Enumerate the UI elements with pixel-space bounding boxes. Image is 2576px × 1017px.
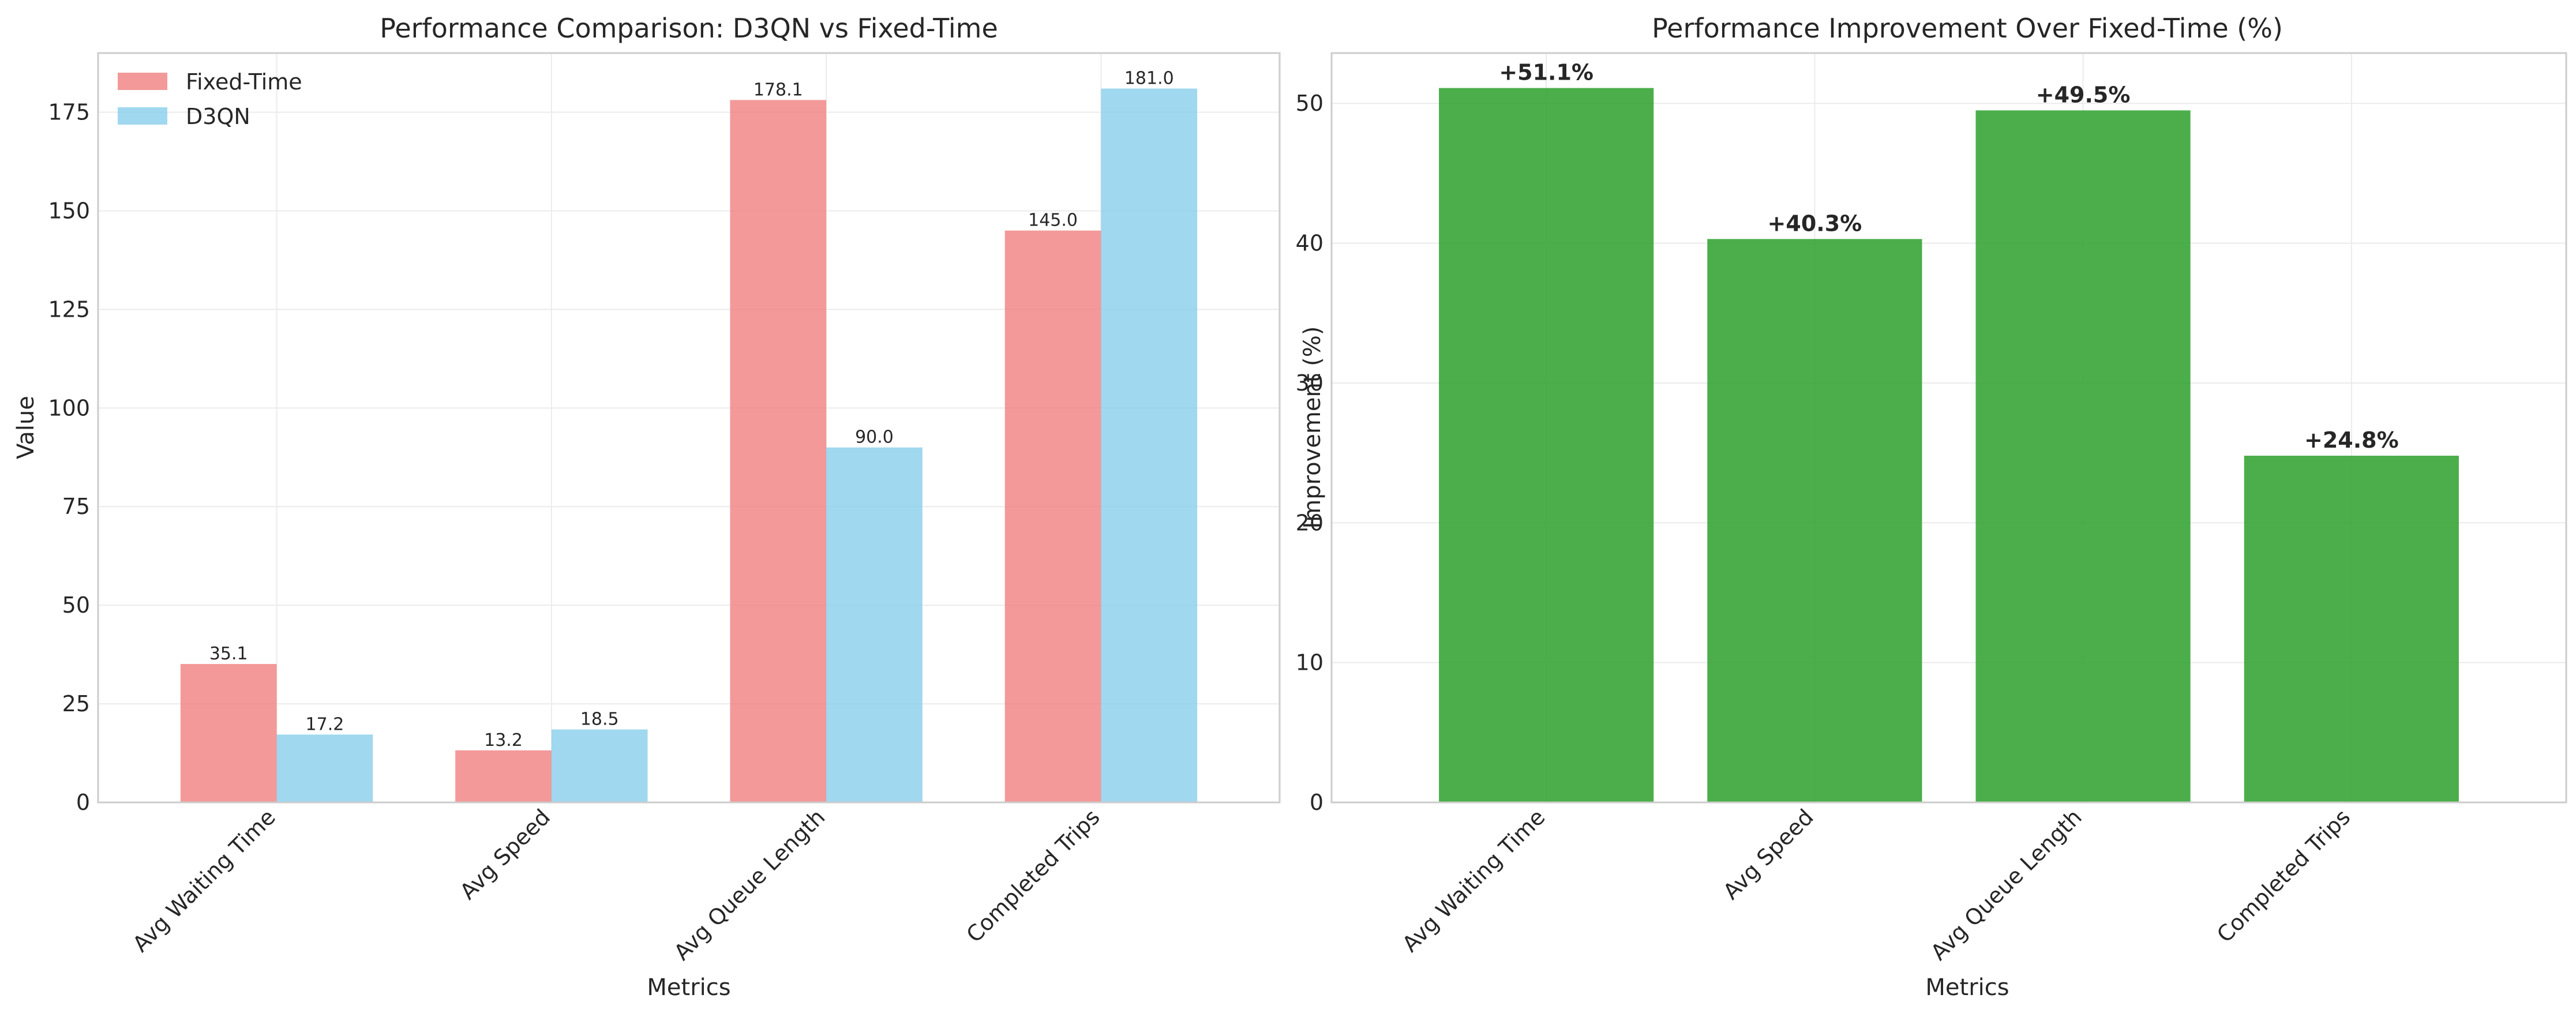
data-label-d3qn-avg-waiting-time: 17.2: [306, 714, 344, 734]
bar-improvement-completed-trips: [2244, 455, 2459, 802]
improvement-chart-title: Performance Improvement Over Fixed-Time …: [1652, 13, 2283, 44]
comparison-y-axis-label: Value: [13, 396, 39, 459]
comparison-data-labels: 35.1 17.2 13.2 18.5 178.1 90.0 145.0 181.0: [209, 69, 1174, 750]
bar-fixed-time-completed-trips: [1004, 230, 1101, 802]
improvement-y-tick-label: 30: [1296, 370, 1323, 396]
improvement-x-tick-label: Avg Waiting Time: [1397, 804, 1550, 957]
bar-d3qn-avg-speed: [551, 729, 648, 802]
comparison-x-ticks: Avg Waiting Time Avg Speed Avg Queue Lengt…: [128, 804, 1104, 965]
comparison-y-tick-label: 175: [48, 100, 90, 125]
data-label-d3qn-avg-queue-length: 90.0: [855, 427, 894, 448]
bar-fixed-time-avg-queue-length: [730, 100, 827, 803]
data-label-fixed-time-avg-waiting-time: 35.1: [209, 644, 248, 664]
improvement-y-tick-label: 40: [1296, 231, 1323, 256]
improvement-y-axis-label: Improvement (%): [1299, 326, 1326, 528]
comparison-y-tick-label: 0: [76, 790, 90, 815]
data-label-d3qn-avg-speed: 18.5: [580, 710, 619, 730]
comparison-x-tick-label: Completed Trips: [962, 804, 1105, 947]
data-label-fixed-time-avg-queue-length: 178.1: [753, 80, 803, 100]
improvement-x-tick-label: Completed Trips: [2212, 804, 2355, 947]
data-label-improvement-completed-trips: +24.8%: [2304, 427, 2399, 453]
improvement-chart: Performance Improvement Over Fixed-Time …: [1296, 13, 2567, 1001]
improvement-x-axis-label: Metrics: [1925, 974, 2009, 1001]
data-label-improvement-avg-waiting-time: +51.1%: [1499, 60, 1593, 85]
bar-improvement-avg-waiting-time: [1439, 88, 1654, 803]
comparison-x-axis-label: Metrics: [647, 974, 730, 1001]
bar-fixed-time-avg-waiting-time: [180, 664, 277, 802]
comparison-y-tick-label: 100: [48, 395, 90, 421]
improvement-data-labels: +51.1% +40.3% +49.5% +24.8%: [1499, 60, 2398, 453]
legend-label-d3qn: D3QN: [186, 104, 250, 129]
legend-swatch-fixed-time: [118, 73, 167, 90]
comparison-bars: [180, 88, 1198, 803]
comparison-y-tick-label: 50: [62, 592, 90, 618]
data-label-d3qn-completed-trips: 181.0: [1124, 69, 1174, 89]
improvement-bars: [1439, 88, 2459, 803]
bar-d3qn-avg-queue-length: [826, 447, 923, 802]
improvement-x-tick-label: Avg Queue Length: [1926, 804, 2087, 965]
improvement-y-tick-label: 20: [1296, 510, 1323, 535]
comparison-x-tick-label: Avg Waiting Time: [128, 804, 280, 957]
comparison-plot-frame: [97, 52, 1281, 804]
bar-fixed-time-avg-speed: [455, 750, 552, 802]
data-label-improvement-avg-speed: +40.3%: [1768, 211, 1862, 236]
data-label-fixed-time-completed-trips: 145.0: [1028, 211, 1078, 231]
comparison-legend: Fixed-Time D3QN: [118, 69, 302, 129]
comparison-y-tick-label: 150: [48, 198, 90, 223]
comparison-y-tick-label: 75: [62, 494, 90, 519]
improvement-y-tick-label: 0: [1310, 790, 1323, 815]
comparison-chart-title: Performance Comparison: D3QN vs Fixed-Ti…: [380, 13, 998, 44]
data-label-fixed-time-avg-speed: 13.2: [484, 730, 523, 750]
comparison-chart: Performance Comparison: D3QN vs Fixed-Ti…: [13, 13, 1281, 1001]
bar-d3qn-avg-waiting-time: [276, 734, 373, 802]
improvement-plot-frame: [1330, 52, 2567, 804]
improvement-y-tick-label: 10: [1296, 650, 1323, 676]
improvement-x-ticks: Avg Waiting Time Avg Speed Avg Queue Lengt…: [1397, 804, 2355, 965]
bar-improvement-avg-queue-length: [1975, 110, 2191, 803]
improvement-y-ticks: 0 10 20 30 40 50: [1296, 91, 1323, 815]
legend-swatch-d3qn: [118, 107, 167, 125]
comparison-x-tick-label: Avg Queue Length: [669, 804, 830, 965]
legend-label-fixed-time: Fixed-Time: [186, 69, 302, 95]
improvement-x-tick-label: Avg Speed: [1718, 804, 1818, 905]
bar-d3qn-completed-trips: [1101, 88, 1198, 802]
comparison-x-tick-label: Avg Speed: [455, 804, 556, 905]
improvement-y-tick-label: 50: [1296, 91, 1323, 116]
comparison-y-ticks: 0 25 50 75 100 125 150 175: [48, 100, 90, 815]
comparison-y-tick-label: 25: [62, 691, 90, 716]
comparison-y-tick-label: 125: [48, 297, 90, 322]
bar-improvement-avg-speed: [1707, 239, 1922, 802]
data-label-improvement-avg-queue-length: +49.5%: [2036, 82, 2131, 107]
